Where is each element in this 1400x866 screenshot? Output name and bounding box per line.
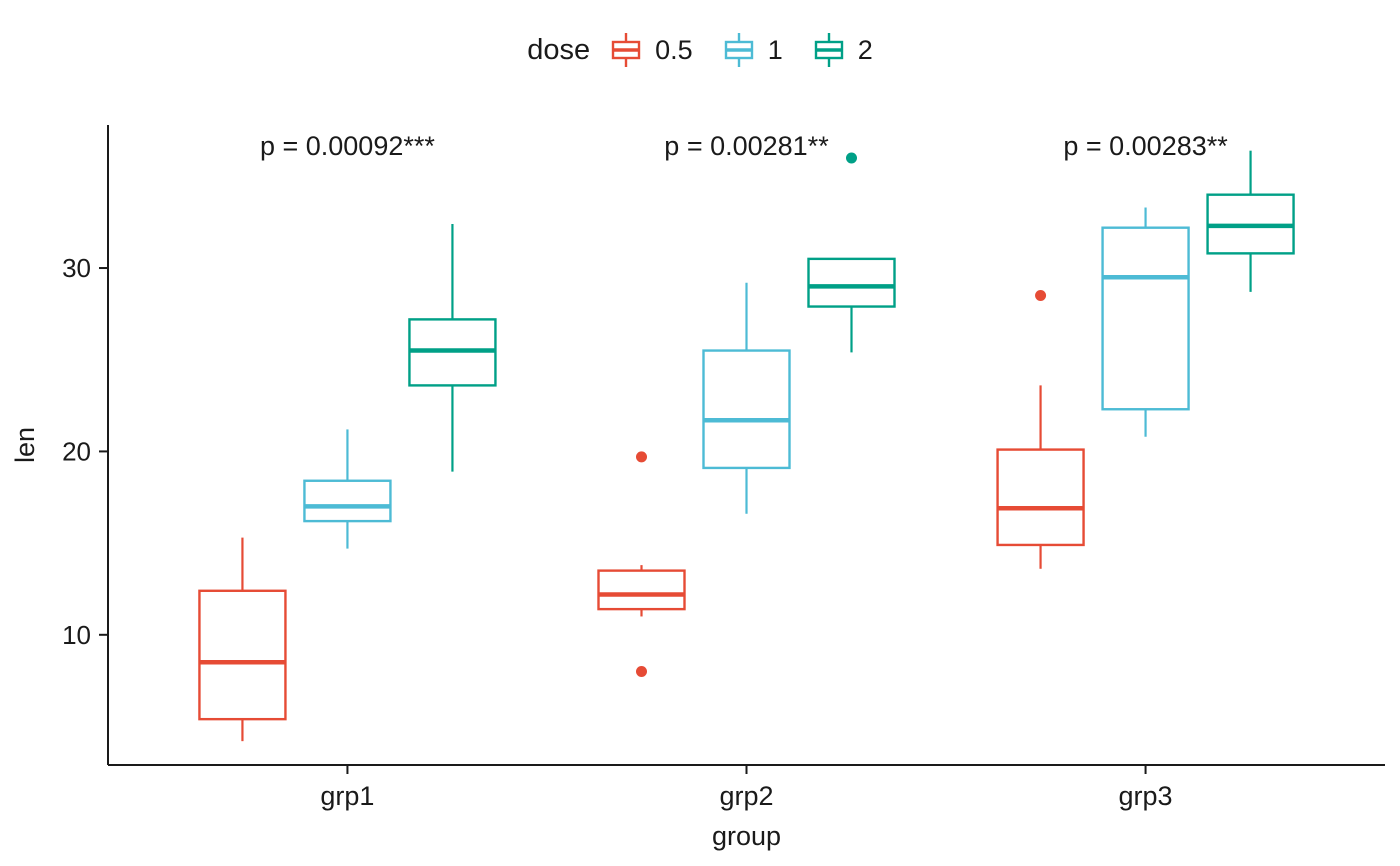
legend-entry-label: 1 [767,34,783,65]
box [1101,226,1190,411]
legend-entry-label: 2 [857,34,873,65]
legend-entry: 0.5 [608,30,693,70]
box [198,589,287,721]
p-value-annotation: p = 0.00283** [1063,131,1228,161]
outlier-point [636,451,647,463]
x-tick-label: grp2 [719,781,773,811]
box [303,479,392,523]
y-tick-label: 20 [62,436,91,466]
legend-title: dose [527,33,591,66]
box [807,257,896,308]
legend: dose 0.5 1 2 [0,30,1400,70]
outlier-point [636,665,647,677]
outlier-point [846,152,857,164]
y-tick-label: 30 [62,253,91,283]
box [702,349,791,470]
box [996,448,1085,547]
legend-key-boxplot-icon [724,33,753,67]
x-tick-label: grp1 [320,781,374,811]
y-tick-label: 10 [62,620,91,650]
box [597,569,686,611]
legend-entry: 2 [811,30,873,70]
legend-entries: 0.5 1 2 [608,30,873,70]
legend-key-boxplot-icon [611,33,641,67]
legend-entry: 1 [721,30,783,70]
legend-key-boxplot-icon [814,33,843,67]
x-axis-title: group [712,821,781,851]
p-value-annotation: p = 0.00281** [664,131,829,161]
x-tick-label: grp3 [1119,781,1173,811]
outlier-point [1035,290,1047,302]
p-value-annotation: p = 0.00092*** [260,131,435,161]
legend-entry-label: 0.5 [655,34,693,65]
y-axis-title: len [10,427,40,463]
